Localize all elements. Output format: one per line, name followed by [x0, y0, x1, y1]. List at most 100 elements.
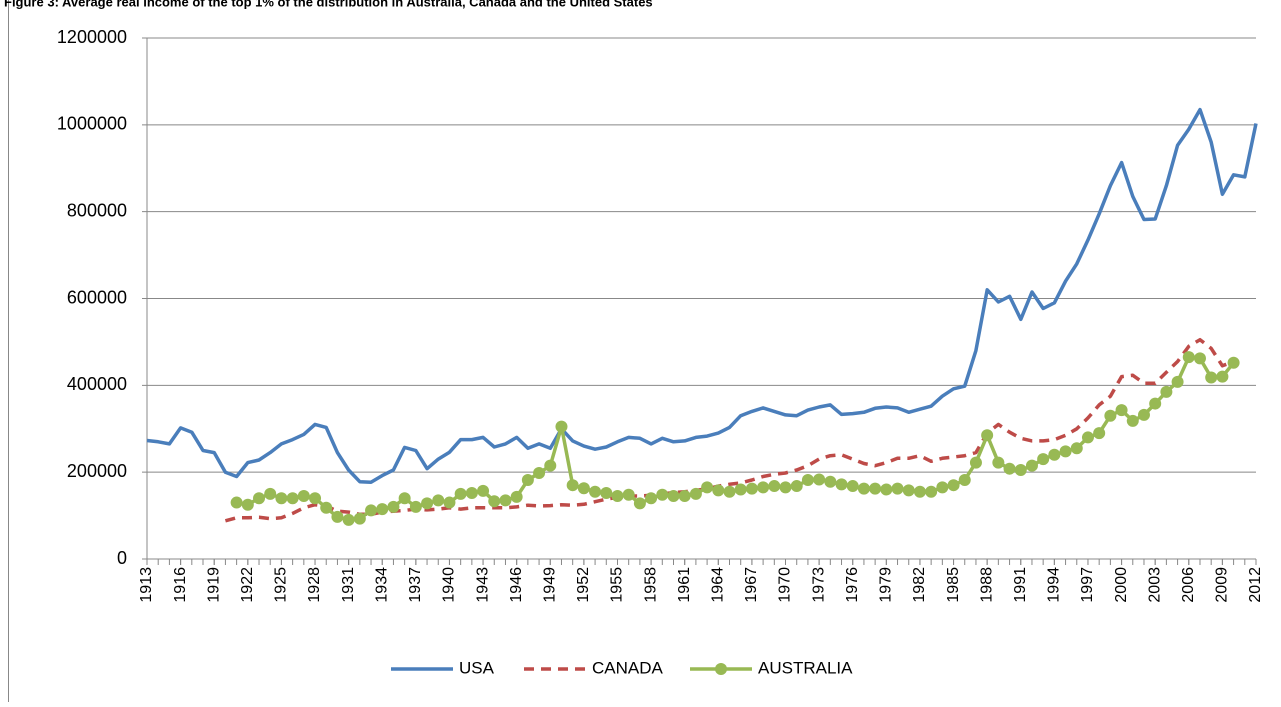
- x-tick-label: 1979: [878, 567, 895, 603]
- data-point: [253, 492, 266, 505]
- data-point: [645, 492, 658, 505]
- data-point: [723, 485, 736, 498]
- data-point: [409, 500, 422, 513]
- data-point: [947, 479, 960, 492]
- data-point: [544, 459, 557, 472]
- data-point: [398, 492, 411, 505]
- data-point: [488, 495, 501, 508]
- data-point: [1025, 459, 1038, 472]
- data-point: [611, 490, 624, 503]
- data-point: [264, 487, 277, 500]
- data-point: [633, 497, 646, 510]
- data-point: [1205, 371, 1218, 384]
- data-point: [813, 473, 826, 486]
- legend-label: USA: [459, 658, 495, 677]
- data-point: [365, 504, 378, 517]
- data-point: [745, 482, 758, 495]
- data-point: [902, 484, 915, 497]
- data-point: [521, 473, 534, 486]
- data-point: [925, 485, 938, 498]
- data-point: [1227, 356, 1240, 369]
- x-tick-label: 1958: [642, 567, 659, 603]
- data-point: [421, 497, 434, 510]
- data-point: [1137, 408, 1150, 421]
- y-tick-label: 1200000: [57, 27, 127, 47]
- y-tick-label: 0: [117, 548, 127, 568]
- y-tick-label: 600000: [67, 287, 127, 307]
- x-tick-label: 2012: [1247, 567, 1264, 603]
- legend-marker: [715, 663, 727, 675]
- data-point: [1093, 427, 1106, 440]
- data-point: [342, 513, 355, 526]
- data-point: [309, 492, 322, 505]
- x-tick-label: 1970: [777, 567, 794, 603]
- data-point: [1048, 448, 1061, 461]
- data-point: [667, 490, 680, 503]
- data-point: [891, 482, 904, 495]
- x-tick-label: 1997: [1079, 567, 1096, 603]
- data-point: [801, 473, 814, 486]
- data-point: [297, 490, 310, 503]
- data-point: [1014, 463, 1027, 476]
- x-tick-label: 1967: [743, 567, 760, 603]
- data-point: [1126, 414, 1139, 427]
- x-tick-label: 2000: [1113, 567, 1130, 603]
- x-tick-label: 1991: [1012, 567, 1029, 603]
- x-tick-label: 1955: [609, 567, 626, 603]
- data-point: [376, 503, 389, 516]
- data-point: [387, 500, 400, 513]
- x-tick-label: 1982: [911, 567, 928, 603]
- x-tick-label: 1949: [541, 567, 558, 603]
- data-point: [701, 481, 714, 494]
- chart-title: Figure 3: Average real income of the top…: [4, 0, 653, 9]
- data-point: [600, 487, 613, 500]
- data-point: [779, 481, 792, 494]
- x-tick-label: 1937: [407, 567, 424, 603]
- data-point: [757, 481, 770, 494]
- x-tick-label: 1943: [474, 567, 491, 603]
- x-tick-label: 1928: [306, 567, 323, 603]
- data-point: [992, 456, 1005, 469]
- data-point: [331, 510, 344, 523]
- data-point: [1193, 352, 1206, 365]
- data-point: [1160, 385, 1173, 398]
- data-point: [790, 480, 803, 493]
- data-point: [286, 492, 299, 505]
- x-tick-label: 1952: [575, 567, 592, 603]
- data-point: [835, 478, 848, 491]
- data-point: [880, 483, 893, 496]
- x-tick-label: 2009: [1214, 567, 1231, 603]
- data-point: [589, 485, 602, 498]
- data-point: [241, 498, 254, 511]
- x-tick-label: 2006: [1180, 567, 1197, 603]
- y-tick-label: 800000: [67, 200, 127, 220]
- data-point: [454, 487, 467, 500]
- x-tick-label: 1973: [810, 567, 827, 603]
- x-tick-label: 1913: [138, 567, 155, 603]
- data-point: [510, 490, 523, 503]
- x-tick-label: 1919: [205, 567, 222, 603]
- x-tick-label: 1916: [172, 567, 189, 603]
- data-point: [1149, 397, 1162, 410]
- data-point: [477, 484, 490, 497]
- data-point: [499, 494, 512, 507]
- x-tick-label: 1961: [676, 567, 693, 603]
- data-point: [936, 481, 949, 494]
- data-point: [768, 480, 781, 493]
- data-point: [1216, 370, 1229, 383]
- data-point: [656, 488, 669, 501]
- data-point: [969, 456, 982, 469]
- y-tick-label: 1000000: [57, 114, 127, 134]
- data-point: [432, 494, 445, 507]
- data-point: [275, 492, 288, 505]
- data-point: [689, 487, 702, 500]
- x-tick-label: 1940: [441, 567, 458, 603]
- x-tick-label: 1964: [710, 567, 727, 603]
- x-tick-label: 1922: [239, 567, 256, 603]
- data-point: [533, 467, 546, 480]
- data-point: [1059, 445, 1072, 458]
- data-point: [734, 483, 747, 496]
- data-point: [555, 420, 568, 433]
- data-point: [712, 484, 725, 497]
